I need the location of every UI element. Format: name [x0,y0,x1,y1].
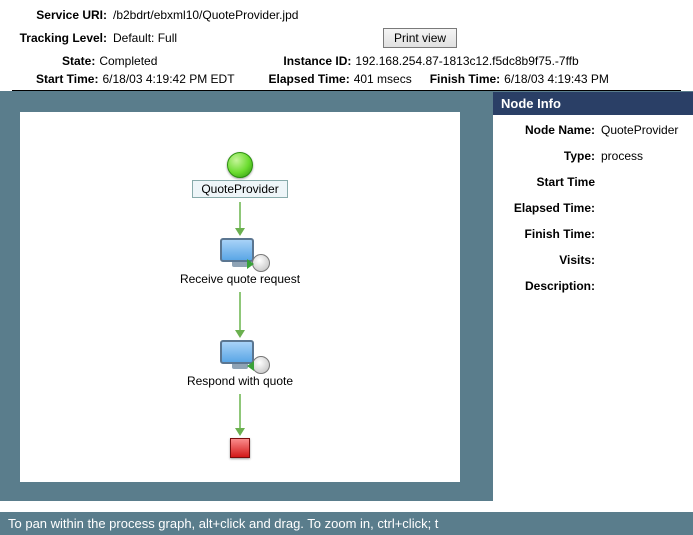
graph-canvas-wrap: QuoteProvider Receive quote request [0,92,493,501]
arrow-3-head [235,428,245,436]
service-uri-label: Service URI: [12,8,107,22]
node-info-title: Node Info [493,92,693,115]
finish-time-label: Finish Time: [430,72,500,86]
header: Service URI: /b2bdrt/ebxml10/QuoteProvid… [0,0,693,91]
tracking-level-value: Default: Full [113,31,177,45]
info-description-label: Description: [503,279,595,293]
end-node[interactable] [160,438,320,458]
main-area: QuoteProvider Receive quote request [0,91,693,501]
info-type-value: process [601,149,643,163]
start-time-value: 6/18/03 4:19:42 PM EDT [102,72,234,86]
info-elapsed-label: Elapsed Time: [503,201,595,215]
arrow-2 [239,292,241,332]
respond-icon [220,340,260,372]
info-node-name-value: QuoteProvider [601,123,678,137]
info-visits-label: Visits: [503,253,595,267]
instance-id-label: Instance ID: [283,54,351,68]
service-uri-value: /b2bdrt/ebxml10/QuoteProvider.jpd [113,8,298,22]
start-node[interactable]: QuoteProvider [160,152,320,198]
print-view-button[interactable]: Print view [383,28,457,48]
receive-node[interactable]: Receive quote request [160,238,320,286]
start-time-label: Start Time: [36,72,98,86]
hint-bar: To pan within the process graph, alt+cli… [0,512,693,535]
tracking-level-label: Tracking Level: [12,31,107,45]
state-value: Completed [99,54,157,68]
arrow-1 [239,202,241,230]
finish-time-value: 6/18/03 4:19:43 PM [504,72,609,86]
info-type-label: Type: [503,149,595,163]
receive-node-label: Receive quote request [160,272,320,286]
state-label: State: [62,54,95,68]
instance-id-value: 192.168.254.87-1813c12.f5dc8b9f75.-7ffb [355,54,578,68]
node-info-panel: Node Info Node Name: QuoteProvider Type:… [493,92,693,501]
respond-node[interactable]: Respond with quote [160,340,320,388]
arrow-3 [239,394,241,430]
info-finish-label: Finish Time: [503,227,595,241]
elapsed-time-value: 401 msecs [354,72,412,86]
arrow-2-head [235,330,245,338]
end-icon [230,438,250,458]
arrow-1-head [235,228,245,236]
receive-icon [220,238,260,270]
info-node-name-label: Node Name: [503,123,595,137]
respond-node-label: Respond with quote [160,374,320,388]
start-node-label: QuoteProvider [192,180,287,198]
process-graph[interactable]: QuoteProvider Receive quote request [20,112,460,482]
elapsed-time-label: Elapsed Time: [269,72,350,86]
start-icon [227,152,253,178]
info-start-time-label: Start Time [503,175,595,189]
